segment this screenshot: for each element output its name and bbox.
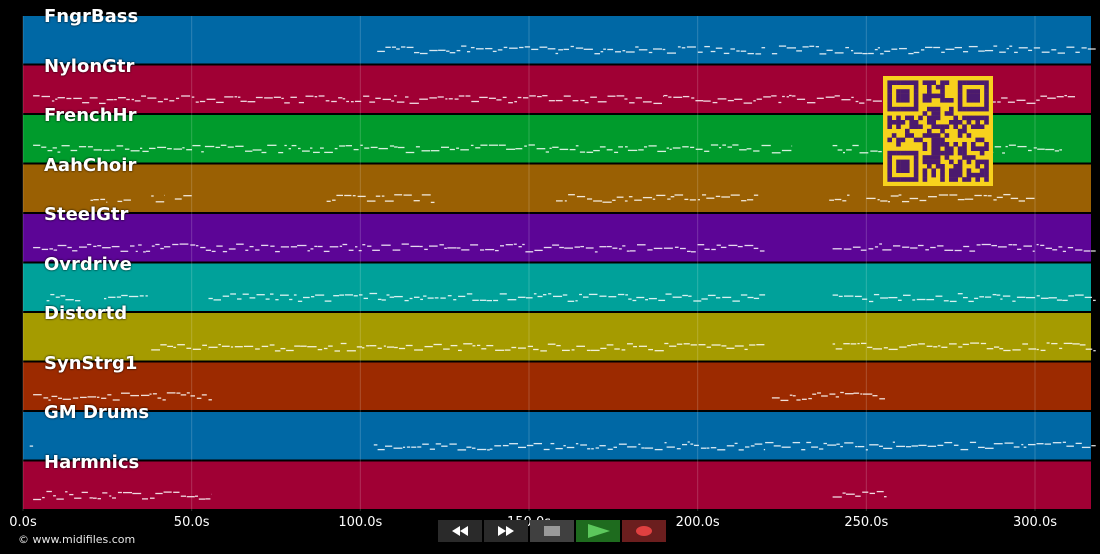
stop-icon (544, 526, 560, 536)
time-tick-label: 0.0s (9, 515, 37, 530)
track-lane (23, 313, 1091, 361)
track-label: FrenchHr (44, 105, 137, 126)
record-button[interactable] (622, 520, 666, 542)
play-button[interactable] (576, 520, 620, 542)
time-tick-label: 250.0s (844, 515, 889, 530)
time-tick-label: 200.0s (675, 515, 720, 530)
track-label: Ovrdrive (44, 253, 132, 275)
note-events (46, 292, 1096, 303)
note-events (29, 441, 1096, 451)
note-events (33, 490, 887, 501)
track-lane (23, 412, 1091, 460)
note-events (33, 144, 1062, 154)
time-tick-label: 100.0s (338, 515, 383, 530)
play-icon (588, 524, 610, 538)
fast-forward-icon (498, 526, 514, 536)
qr-code-icon (883, 76, 993, 186)
note-events (151, 342, 1096, 352)
track-label: NylonGtr (44, 55, 135, 77)
track-label: FngrBass (44, 6, 139, 27)
note-events (377, 45, 1096, 55)
track-lane (23, 214, 1091, 262)
note-events (90, 193, 1035, 204)
track-label: GM Drums (44, 402, 150, 423)
transport-controls (438, 520, 666, 542)
stop-button[interactable] (530, 520, 574, 542)
track-lanes (22, 16, 1096, 511)
time-tick-label: 50.0s (173, 515, 210, 530)
rewind-button[interactable] (438, 520, 482, 542)
copyright-text: © www.midifiles.com (18, 533, 136, 546)
fast-forward-button[interactable] (484, 520, 528, 542)
note-events (33, 391, 885, 402)
track-lane (23, 263, 1091, 311)
track-lane (23, 16, 1091, 64)
track-label: Distortd (44, 303, 128, 324)
record-icon (636, 526, 652, 536)
track-lane (23, 362, 1091, 410)
rewind-icon (452, 526, 468, 536)
track-lane (23, 461, 1091, 509)
track-label: SteelGtr (44, 204, 129, 225)
track-label: AahChoir (44, 154, 137, 176)
track-label: SynStrg1 (44, 352, 138, 374)
time-tick-label: 300.0s (1013, 515, 1057, 530)
track-label: Harmnics (44, 451, 140, 473)
note-events (33, 243, 1096, 253)
